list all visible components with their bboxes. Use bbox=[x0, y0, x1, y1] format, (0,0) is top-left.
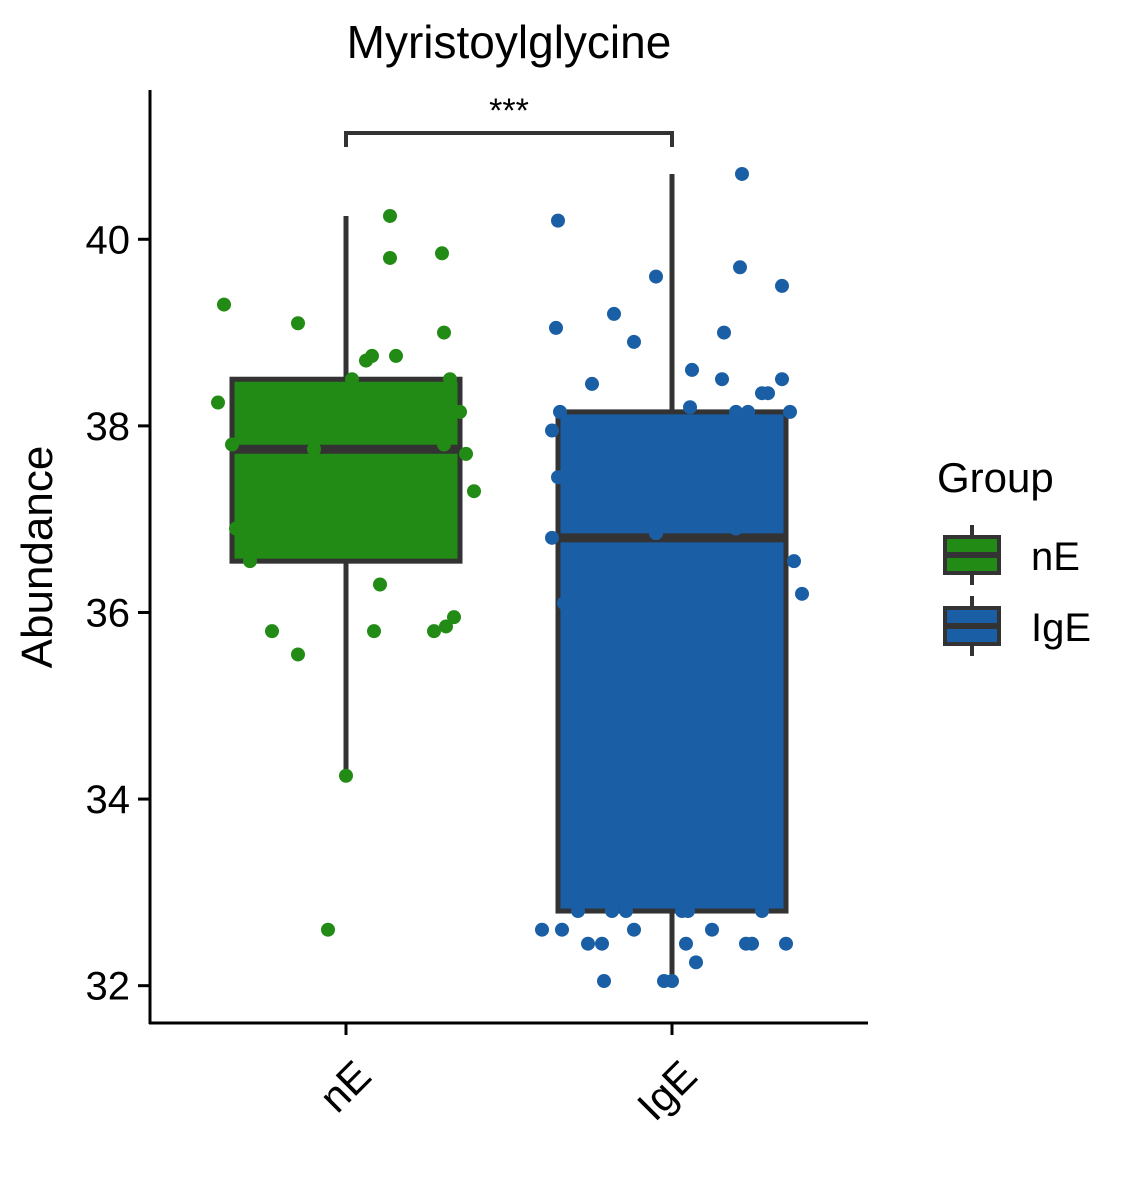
data-point-ige bbox=[775, 372, 789, 387]
data-point-ige bbox=[597, 974, 611, 989]
data-point-ne bbox=[367, 624, 381, 639]
data-point-ige bbox=[627, 334, 641, 349]
data-point-ne bbox=[447, 610, 461, 625]
data-point-ige bbox=[755, 904, 769, 919]
legend-label-ige: IgE bbox=[1031, 606, 1091, 650]
y-tick-label: 38 bbox=[86, 405, 131, 449]
data-point-ne bbox=[437, 437, 451, 452]
data-point-ne bbox=[291, 316, 305, 331]
data-point-ige bbox=[795, 586, 809, 601]
chart-title: Myristoylglycine bbox=[347, 16, 672, 68]
data-point-ne bbox=[427, 624, 441, 639]
data-point-ige bbox=[649, 526, 663, 541]
data-point-ige bbox=[627, 922, 641, 937]
data-point-ige bbox=[717, 325, 731, 340]
y-tick-label: 34 bbox=[86, 778, 131, 822]
data-point-ige bbox=[685, 362, 699, 377]
data-point-ige bbox=[549, 320, 563, 335]
data-point-ige bbox=[689, 955, 703, 970]
data-point-ige bbox=[535, 922, 549, 937]
y-axis-label: Abundance bbox=[13, 446, 62, 669]
data-point-ne bbox=[453, 404, 467, 419]
data-point-ige bbox=[679, 936, 693, 951]
data-point-ige bbox=[761, 386, 775, 401]
data-point-ne bbox=[225, 437, 239, 452]
legend: Group nE IgE bbox=[937, 454, 1091, 656]
data-point-ige bbox=[683, 400, 697, 415]
data-point-ige bbox=[585, 376, 599, 391]
data-point-ne bbox=[339, 768, 353, 783]
data-point-ige bbox=[619, 904, 633, 919]
data-point-ige bbox=[557, 596, 571, 611]
y-tick-label: 32 bbox=[86, 965, 131, 1009]
x-tick-label-ige: IgE bbox=[628, 1052, 706, 1130]
legend-keys bbox=[943, 525, 1001, 656]
data-point-ige bbox=[607, 306, 621, 321]
data-point-ige bbox=[741, 404, 755, 419]
box-ne bbox=[229, 376, 463, 564]
data-point-ne bbox=[211, 395, 225, 410]
data-point-ne bbox=[443, 372, 457, 387]
data-point-ige bbox=[551, 213, 565, 228]
data-point-ne bbox=[229, 521, 243, 536]
significance-bracket: *** bbox=[344, 92, 674, 147]
data-point-ne bbox=[383, 208, 397, 223]
legend-title: Group bbox=[937, 454, 1054, 501]
legend-label-ne: nE bbox=[1031, 535, 1080, 579]
data-point-ne bbox=[467, 484, 481, 499]
data-point-ne bbox=[459, 446, 473, 461]
data-point-ne bbox=[265, 624, 279, 639]
data-point-ige bbox=[571, 904, 585, 919]
data-point-ige bbox=[605, 904, 619, 919]
data-point-ige bbox=[729, 521, 743, 536]
data-point-ne bbox=[383, 250, 397, 265]
significance-bracket-line bbox=[344, 131, 674, 147]
data-point-ne bbox=[307, 442, 321, 457]
data-point-ige bbox=[735, 166, 749, 181]
data-point-ige bbox=[665, 974, 679, 989]
data-point-ne bbox=[373, 577, 387, 592]
data-point-ige bbox=[729, 404, 743, 419]
data-point-ne bbox=[435, 246, 449, 261]
data-point-ne bbox=[345, 372, 359, 387]
data-point-ne bbox=[291, 647, 305, 662]
data-point-ige bbox=[779, 936, 793, 951]
data-point-ige bbox=[649, 269, 663, 284]
data-point-ige bbox=[745, 936, 759, 951]
data-point-ne bbox=[321, 922, 335, 937]
data-point-ige bbox=[681, 904, 695, 919]
data-point-ige bbox=[783, 404, 797, 419]
significance-label: *** bbox=[489, 92, 529, 130]
data-point-ne bbox=[437, 325, 451, 340]
data-point-ige bbox=[555, 922, 569, 937]
data-point-ige bbox=[775, 278, 789, 293]
data-point-ne bbox=[389, 348, 403, 363]
data-point-ige bbox=[553, 404, 567, 419]
data-point-ige bbox=[581, 936, 595, 951]
data-point-ige bbox=[551, 470, 565, 485]
x-tick-label-ne: nE bbox=[310, 1052, 380, 1122]
data-point-ige bbox=[595, 936, 609, 951]
data-point-ne bbox=[439, 619, 453, 634]
data-point-ne bbox=[365, 348, 379, 363]
data-point-ne bbox=[217, 297, 231, 312]
plot-area: 32 34 36 38 40 nE IgE bbox=[86, 90, 868, 1130]
y-tick-label: 36 bbox=[86, 591, 131, 635]
data-point-ige bbox=[545, 530, 559, 545]
data-point-ige bbox=[733, 260, 747, 275]
data-point-ne bbox=[243, 554, 257, 569]
data-point-ige bbox=[715, 372, 729, 387]
box-ige bbox=[555, 409, 789, 914]
data-point-ige bbox=[705, 922, 719, 937]
data-point-ige bbox=[545, 423, 559, 438]
y-tick-label: 40 bbox=[86, 218, 131, 262]
data-point-ige bbox=[787, 554, 801, 569]
